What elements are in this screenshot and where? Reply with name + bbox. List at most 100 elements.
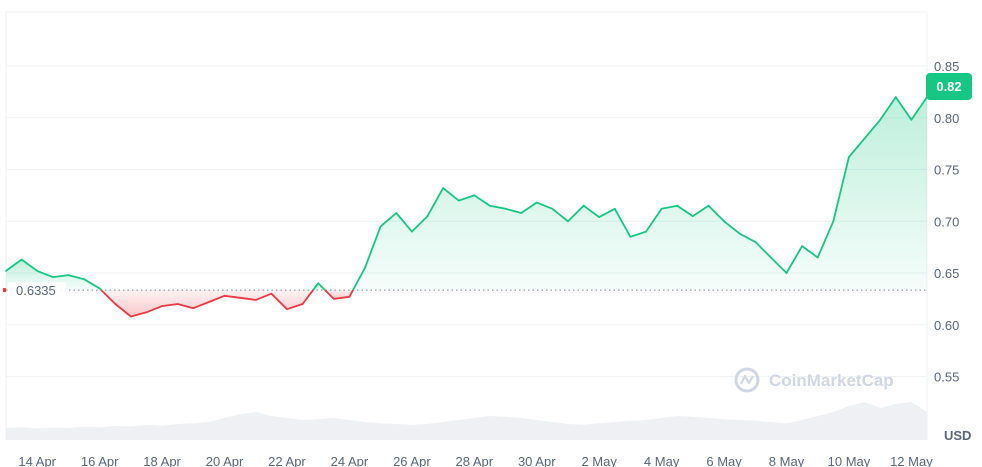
price-point (801, 245, 803, 248)
y-tick-label: 0.85 (934, 59, 959, 74)
price-point (301, 303, 304, 305)
price-point (910, 118, 913, 121)
y-tick-label: 0.80 (934, 111, 959, 126)
grid-lines (6, 65, 927, 377)
x-tick-label: 28 Apr (456, 454, 494, 467)
price-point (270, 292, 273, 295)
price-point (816, 256, 819, 259)
price-point (98, 287, 101, 290)
price-point (332, 298, 335, 300)
x-tick-label: 26 Apr (393, 454, 431, 467)
y-tick-label: 0.55 (934, 370, 959, 385)
price-point (379, 225, 382, 228)
x-tick-label: 20 Apr (206, 454, 244, 467)
price-point (504, 207, 507, 210)
price-point (442, 187, 444, 190)
price-line-down (324, 289, 354, 300)
price-point (879, 118, 882, 121)
volume-shape (6, 402, 927, 440)
price-point (660, 207, 663, 210)
price-point (161, 305, 164, 307)
price-point (254, 299, 257, 301)
price-point (208, 301, 210, 303)
price-point (176, 303, 179, 305)
price-point (286, 308, 288, 311)
x-tick-label: 6 May (706, 454, 742, 467)
area-above-baseline (313, 283, 325, 291)
price-point (707, 204, 710, 207)
price-point (770, 256, 772, 259)
currency-unit-label: USD (944, 428, 971, 443)
price-point (567, 220, 569, 223)
price-area-fill (6, 97, 927, 317)
price-point (598, 216, 601, 219)
price-point (723, 220, 725, 223)
price-point (489, 204, 491, 207)
price-point (582, 204, 585, 207)
price-point (364, 266, 366, 269)
x-tick-label: 16 Apr (81, 454, 119, 467)
price-point (411, 230, 413, 233)
x-tick-label: 30 Apr (518, 454, 556, 467)
x-tick-label: 10 May (828, 454, 871, 467)
price-point (83, 278, 85, 281)
price-point (192, 307, 195, 310)
price-point (395, 212, 398, 214)
watermark: CoinMarketCap (734, 367, 894, 393)
x-tick-label: 8 May (769, 454, 805, 467)
baseline-group: 0.6335 (3, 282, 927, 299)
price-point (51, 276, 54, 278)
y-tick-label: 0.70 (934, 214, 959, 229)
price-point (629, 235, 632, 238)
price-point (317, 282, 320, 285)
y-tick-label: 0.75 (934, 163, 959, 178)
x-tick-label: 14 Apr (18, 454, 56, 467)
price-point (645, 230, 647, 233)
price-point (457, 199, 460, 202)
price-point (67, 274, 70, 276)
price-point (832, 220, 835, 223)
price-point (130, 315, 132, 318)
price-point (239, 296, 242, 299)
price-point (36, 270, 39, 272)
price-line-up (352, 96, 928, 291)
price-point (473, 194, 476, 197)
price-point (223, 294, 226, 297)
y-axis: 0.85 0.80 0.75 0.70 0.65 0.60 0.55 (934, 59, 959, 385)
price-point (785, 272, 788, 274)
price-point (535, 201, 538, 204)
price-point (894, 96, 897, 98)
volume-area (6, 402, 927, 440)
area-below-baseline (101, 290, 314, 317)
baseline-label-bg (8, 282, 66, 299)
area-above-baseline (353, 97, 927, 291)
price-point (348, 295, 351, 298)
current-price-label: 0.82 (936, 79, 961, 94)
coinmarketcap-logo-icon (734, 367, 760, 393)
x-tick-label: 4 May (644, 454, 680, 467)
price-line-up (5, 258, 102, 291)
y-tick-label: 0.60 (934, 318, 959, 333)
x-tick-label: 2 May (581, 454, 617, 467)
watermark-text: CoinMarketCap (769, 371, 894, 390)
price-point (848, 156, 850, 159)
price-point (520, 212, 522, 214)
x-tick-label: 12 May (890, 454, 933, 467)
price-point (863, 137, 866, 140)
x-tick-label: 24 Apr (331, 454, 369, 467)
price-point (754, 241, 757, 243)
current-price-tag: 0.82 (926, 73, 972, 100)
baseline-label: 0.6335 (16, 283, 56, 298)
x-tick-label: 18 Apr (143, 454, 181, 467)
price-point (691, 215, 694, 218)
current-price-badge (926, 73, 972, 100)
price-point (114, 303, 117, 305)
price-point (426, 215, 429, 218)
baseline-marker (3, 288, 6, 293)
x-axis: 14 Apr 16 Apr 18 Apr 20 Apr 22 Apr 24 Apr 26 A… (18, 454, 933, 467)
y-tick-label: 0.65 (934, 266, 959, 281)
price-point (5, 270, 7, 272)
price-point (613, 207, 616, 210)
price-point (145, 311, 148, 314)
